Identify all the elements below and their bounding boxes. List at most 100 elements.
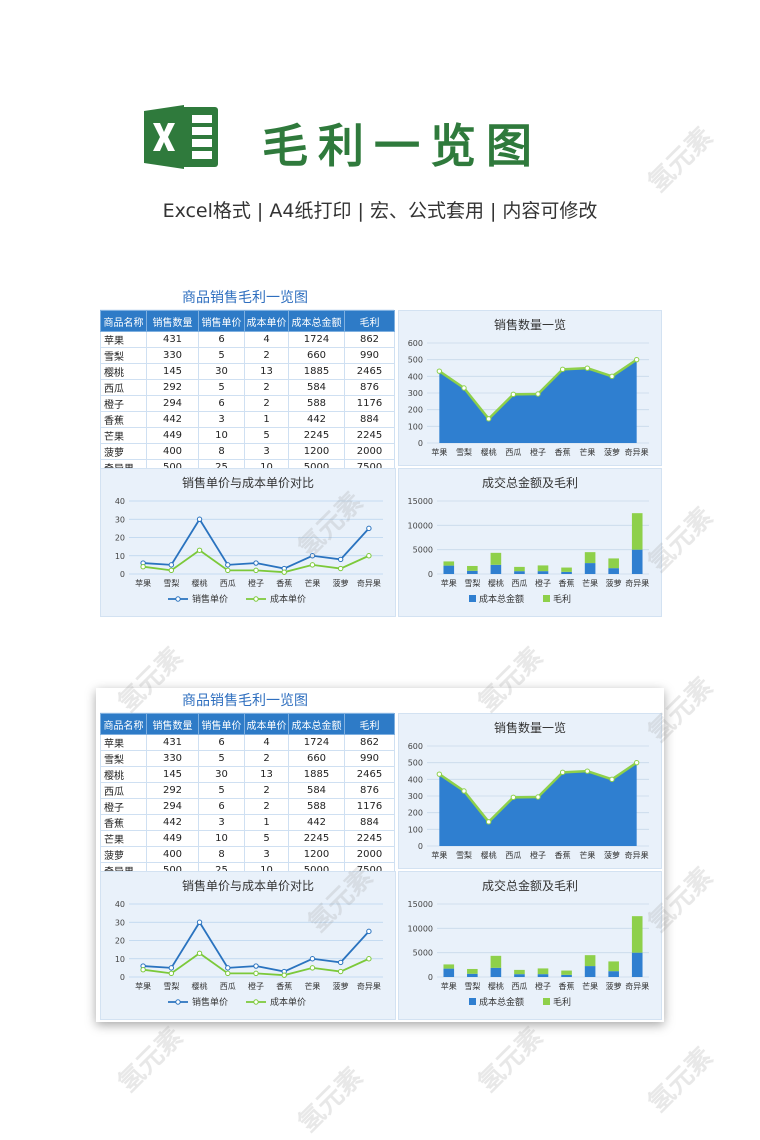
table-cell[interactable]: 292 [146, 379, 199, 396]
table-cell[interactable]: 292 [146, 782, 199, 799]
table-cell[interactable]: 1200 [288, 846, 345, 863]
table-cell[interactable]: 330 [146, 750, 199, 767]
table-cell[interactable]: 4 [244, 331, 289, 348]
table-cell[interactable]: 苹果 [100, 331, 147, 348]
table-cell[interactable]: 1200 [288, 443, 345, 460]
table-cell[interactable]: 400 [146, 443, 199, 460]
table-cell[interactable]: 4 [244, 734, 289, 751]
table-cell[interactable]: 5 [244, 830, 289, 847]
table-cell[interactable]: 13 [244, 363, 289, 380]
table-cell[interactable]: 雪梨 [100, 347, 147, 364]
table-cell[interactable]: 6 [198, 331, 245, 348]
table-cell[interactable]: 584 [288, 782, 345, 799]
table-cell[interactable]: 431 [146, 331, 199, 348]
table-cell[interactable]: 5 [198, 347, 245, 364]
table-cell[interactable]: 1 [244, 411, 289, 428]
table-cell[interactable]: 1 [244, 814, 289, 831]
table-cell[interactable]: 橙子 [100, 798, 147, 815]
table-cell[interactable]: 5 [244, 427, 289, 444]
table-cell[interactable]: 芒果 [100, 830, 147, 847]
table-cell[interactable]: 2465 [344, 766, 395, 783]
y-tick-label: 400 [408, 372, 423, 381]
table-cell[interactable]: 5 [198, 782, 245, 799]
table-cell[interactable]: 菠萝 [100, 443, 147, 460]
table-cell[interactable]: 442 [288, 411, 345, 428]
table-cell[interactable]: 2000 [344, 846, 395, 863]
table-cell[interactable]: 884 [344, 814, 395, 831]
table-cell[interactable]: 樱桃 [100, 363, 147, 380]
table-cell[interactable]: 6 [198, 734, 245, 751]
table-cell[interactable]: 449 [146, 427, 199, 444]
table-cell[interactable]: 8 [198, 443, 245, 460]
table-cell[interactable]: 2 [244, 750, 289, 767]
table-cell[interactable]: 5 [198, 379, 245, 396]
table-cell[interactable]: 苹果 [100, 734, 147, 751]
table-cell[interactable]: 584 [288, 379, 345, 396]
table-cell[interactable]: 樱桃 [100, 766, 147, 783]
table-cell[interactable]: 862 [344, 331, 395, 348]
table-cell[interactable]: 1724 [288, 734, 345, 751]
table-cell[interactable]: 8 [198, 846, 245, 863]
table-cell[interactable]: 2 [244, 782, 289, 799]
table-cell[interactable]: 145 [146, 363, 199, 380]
table-cell[interactable]: 1176 [344, 395, 395, 412]
table-cell[interactable]: 1885 [288, 363, 345, 380]
table-cell[interactable]: 橙子 [100, 395, 147, 412]
table-cell[interactable]: 10 [198, 427, 245, 444]
table-cell[interactable]: 香蕉 [100, 814, 147, 831]
table-cell[interactable]: 442 [288, 814, 345, 831]
table-cell[interactable]: 1176 [344, 798, 395, 815]
table-cell[interactable]: 145 [146, 766, 199, 783]
table-cell[interactable]: 2000 [344, 443, 395, 460]
table-cell[interactable]: 660 [288, 347, 345, 364]
table-cell[interactable]: 1724 [288, 331, 345, 348]
table-cell[interactable]: 400 [146, 846, 199, 863]
table-cell[interactable]: 5 [198, 750, 245, 767]
table-cell[interactable]: 990 [344, 347, 395, 364]
table-cell[interactable]: 449 [146, 830, 199, 847]
table-cell[interactable]: 876 [344, 782, 395, 799]
table-cell[interactable]: 雪梨 [100, 750, 147, 767]
table-cell[interactable]: 西瓜 [100, 379, 147, 396]
legend-swatch [469, 998, 476, 1005]
table-cell[interactable]: 2 [244, 379, 289, 396]
table-cell[interactable]: 2 [244, 798, 289, 815]
table-cell[interactable]: 431 [146, 734, 199, 751]
table-cell[interactable]: 3 [244, 846, 289, 863]
table-cell[interactable]: 3 [244, 443, 289, 460]
table-cell[interactable]: 2245 [288, 427, 345, 444]
table-cell[interactable]: 2 [244, 395, 289, 412]
table-cell[interactable]: 2465 [344, 363, 395, 380]
table-cell[interactable]: 6 [198, 798, 245, 815]
table-cell[interactable]: 2245 [344, 830, 395, 847]
table-cell[interactable]: 10 [198, 830, 245, 847]
table-cell[interactable]: 香蕉 [100, 411, 147, 428]
table-cell[interactable]: 6 [198, 395, 245, 412]
table-cell[interactable]: 3 [198, 814, 245, 831]
table-cell[interactable]: 3 [198, 411, 245, 428]
table-cell[interactable]: 876 [344, 379, 395, 396]
x-tick-label: 苹果 [135, 578, 151, 588]
table-cell[interactable]: 660 [288, 750, 345, 767]
table-cell[interactable]: 294 [146, 395, 199, 412]
table-cell[interactable]: 294 [146, 798, 199, 815]
table-cell[interactable]: 442 [146, 411, 199, 428]
table-cell[interactable]: 884 [344, 411, 395, 428]
table-cell[interactable]: 30 [198, 766, 245, 783]
table-cell[interactable]: 2 [244, 347, 289, 364]
table-cell[interactable]: 330 [146, 347, 199, 364]
table-cell[interactable]: 442 [146, 814, 199, 831]
table-cell[interactable]: 西瓜 [100, 782, 147, 799]
table-cell[interactable]: 2245 [288, 830, 345, 847]
table-cell[interactable]: 990 [344, 750, 395, 767]
table-cell[interactable]: 862 [344, 734, 395, 751]
table-cell[interactable]: 588 [288, 395, 345, 412]
data-point [461, 788, 467, 794]
table-cell[interactable]: 13 [244, 766, 289, 783]
table-cell[interactable]: 30 [198, 363, 245, 380]
table-cell[interactable]: 588 [288, 798, 345, 815]
table-cell[interactable]: 1885 [288, 766, 345, 783]
table-cell[interactable]: 2245 [344, 427, 395, 444]
table-cell[interactable]: 芒果 [100, 427, 147, 444]
table-cell[interactable]: 菠萝 [100, 846, 147, 863]
